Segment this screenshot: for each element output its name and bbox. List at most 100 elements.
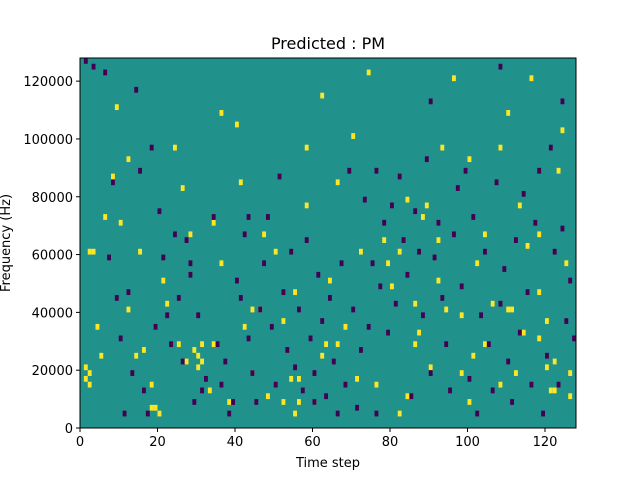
- heatmap-cell-low: [424, 156, 429, 163]
- heatmap-cell-high: [91, 248, 96, 255]
- x-tick-label: 20: [149, 435, 166, 450]
- heatmap-cell-high: [436, 277, 441, 284]
- heatmap-cell-high: [219, 260, 224, 267]
- heatmap-cell-high: [266, 393, 270, 400]
- heatmap-cell-low: [510, 399, 514, 405]
- heatmap-cell-high: [138, 248, 142, 255]
- heatmap-cell-high: [289, 375, 294, 382]
- heatmap-cell-high: [498, 381, 503, 388]
- heatmap-cell-high: [397, 248, 402, 255]
- heatmap-cell-low: [440, 295, 445, 301]
- heatmap-cell-low: [165, 312, 170, 319]
- heatmap-cell-high: [556, 167, 561, 174]
- heatmap-cell-low: [192, 399, 197, 405]
- heatmap-cell-high: [475, 260, 480, 267]
- heatmap-cell-low: [514, 237, 518, 243]
- heatmap-cell-high: [293, 410, 297, 417]
- y-tick-label: 100000: [23, 133, 73, 148]
- heatmap-cell-low: [173, 231, 177, 238]
- heatmap-cell-high: [359, 248, 363, 255]
- heatmap-cell-low: [366, 323, 371, 330]
- heatmap-cell-high: [87, 381, 92, 388]
- heatmap-cell-high: [405, 196, 410, 203]
- heatmap-cell-low: [134, 86, 139, 93]
- heatmap-cell-high: [227, 399, 232, 405]
- heatmap-cell-high: [142, 347, 146, 353]
- x-tick-label: 80: [382, 435, 399, 450]
- heatmap-cell-low: [455, 185, 460, 191]
- heatmap-cell-low: [517, 329, 522, 336]
- chart-title: Predicted : PM: [271, 34, 385, 53]
- heatmap-cell-low: [328, 295, 332, 301]
- heatmap-cell-low: [219, 381, 224, 388]
- heatmap-cell-low: [204, 375, 208, 382]
- heatmap-cell-low: [556, 381, 561, 388]
- heatmap-cell-high: [545, 364, 549, 371]
- heatmap-cell-high: [568, 370, 573, 376]
- heatmap-cell-high: [343, 323, 348, 330]
- heatmap-cell-high: [517, 202, 522, 209]
- heatmap-cell-low: [448, 387, 452, 394]
- heatmap-cell-low: [382, 219, 387, 226]
- y-axis: 0 20000 40000 60000 80000 100000 120000: [23, 75, 80, 437]
- heatmap-cell-high: [537, 335, 542, 342]
- heatmap-cell-low: [564, 318, 569, 324]
- heatmap-cell-high: [397, 410, 402, 417]
- heatmap-cell-low: [138, 167, 142, 174]
- heatmap-cell-high: [366, 69, 371, 76]
- heatmap-cell-high: [320, 352, 325, 359]
- heatmap-cell-low: [390, 202, 394, 209]
- heatmap-cell-low: [254, 399, 259, 405]
- heatmap-cell-low: [374, 410, 379, 417]
- heatmap-cell-high: [165, 300, 170, 307]
- heatmap-cell-low: [118, 335, 123, 342]
- heatmap-cell-low: [494, 179, 499, 186]
- heatmap-cell-low: [428, 370, 433, 376]
- heatmap-cell-high: [548, 387, 553, 394]
- heatmap-cell-high: [335, 179, 340, 186]
- heatmap-cell-low: [91, 63, 96, 70]
- heatmap-cell-high: [149, 381, 154, 388]
- heatmap-cell-high: [200, 358, 204, 365]
- heatmap-cell-high: [382, 237, 387, 243]
- heatmap-cell-high: [161, 277, 166, 284]
- heatmap-cell-low: [211, 214, 216, 220]
- heatmap-cell-low: [428, 98, 433, 105]
- heatmap-cell-high: [250, 306, 255, 313]
- heatmap-cell-low: [560, 98, 565, 105]
- heatmap-cell-low: [339, 260, 344, 267]
- heatmap-cell-low: [560, 225, 565, 232]
- heatmap-cell-low: [370, 260, 375, 267]
- heatmap-cell-low: [235, 277, 239, 284]
- heatmap-cell-low: [479, 312, 483, 319]
- heatmap-cell-high: [413, 341, 418, 348]
- heatmap-cell-high: [436, 237, 441, 243]
- heatmap-cell-high: [405, 393, 410, 400]
- y-axis-label: Frequency (Hz): [0, 194, 14, 292]
- heatmap-cell-high: [180, 185, 185, 191]
- heatmap-cell-low: [107, 254, 111, 261]
- heatmap-cell-high: [459, 370, 464, 376]
- heatmap-cell-low: [401, 237, 406, 243]
- x-axis-label: Time step: [295, 456, 360, 471]
- heatmap-cell-low: [250, 370, 255, 376]
- heatmap-cell-low: [111, 179, 115, 186]
- y-tick-label: 60000: [32, 249, 73, 264]
- heatmap-cell-low: [467, 375, 472, 382]
- heatmap-cell-high: [467, 156, 472, 163]
- heatmap-cell-low: [331, 358, 336, 365]
- y-tick-label: 40000: [32, 306, 73, 321]
- heatmap-cell-high: [297, 399, 301, 405]
- heatmap-cell-low: [572, 335, 576, 342]
- heatmap-cell-high: [173, 144, 177, 151]
- heatmap-cell-low: [316, 271, 321, 278]
- heatmap-cell-high: [83, 364, 88, 371]
- heatmap-cell-low: [246, 214, 251, 220]
- heatmap-cell-low: [169, 341, 173, 348]
- heatmap-cell-low: [459, 283, 464, 290]
- heatmap-cell-low: [126, 289, 131, 296]
- heatmap-cell-low: [533, 219, 538, 226]
- heatmap-cell-low: [537, 167, 542, 174]
- heatmap-cell-low: [351, 306, 356, 313]
- heatmap-cell-low: [103, 69, 108, 76]
